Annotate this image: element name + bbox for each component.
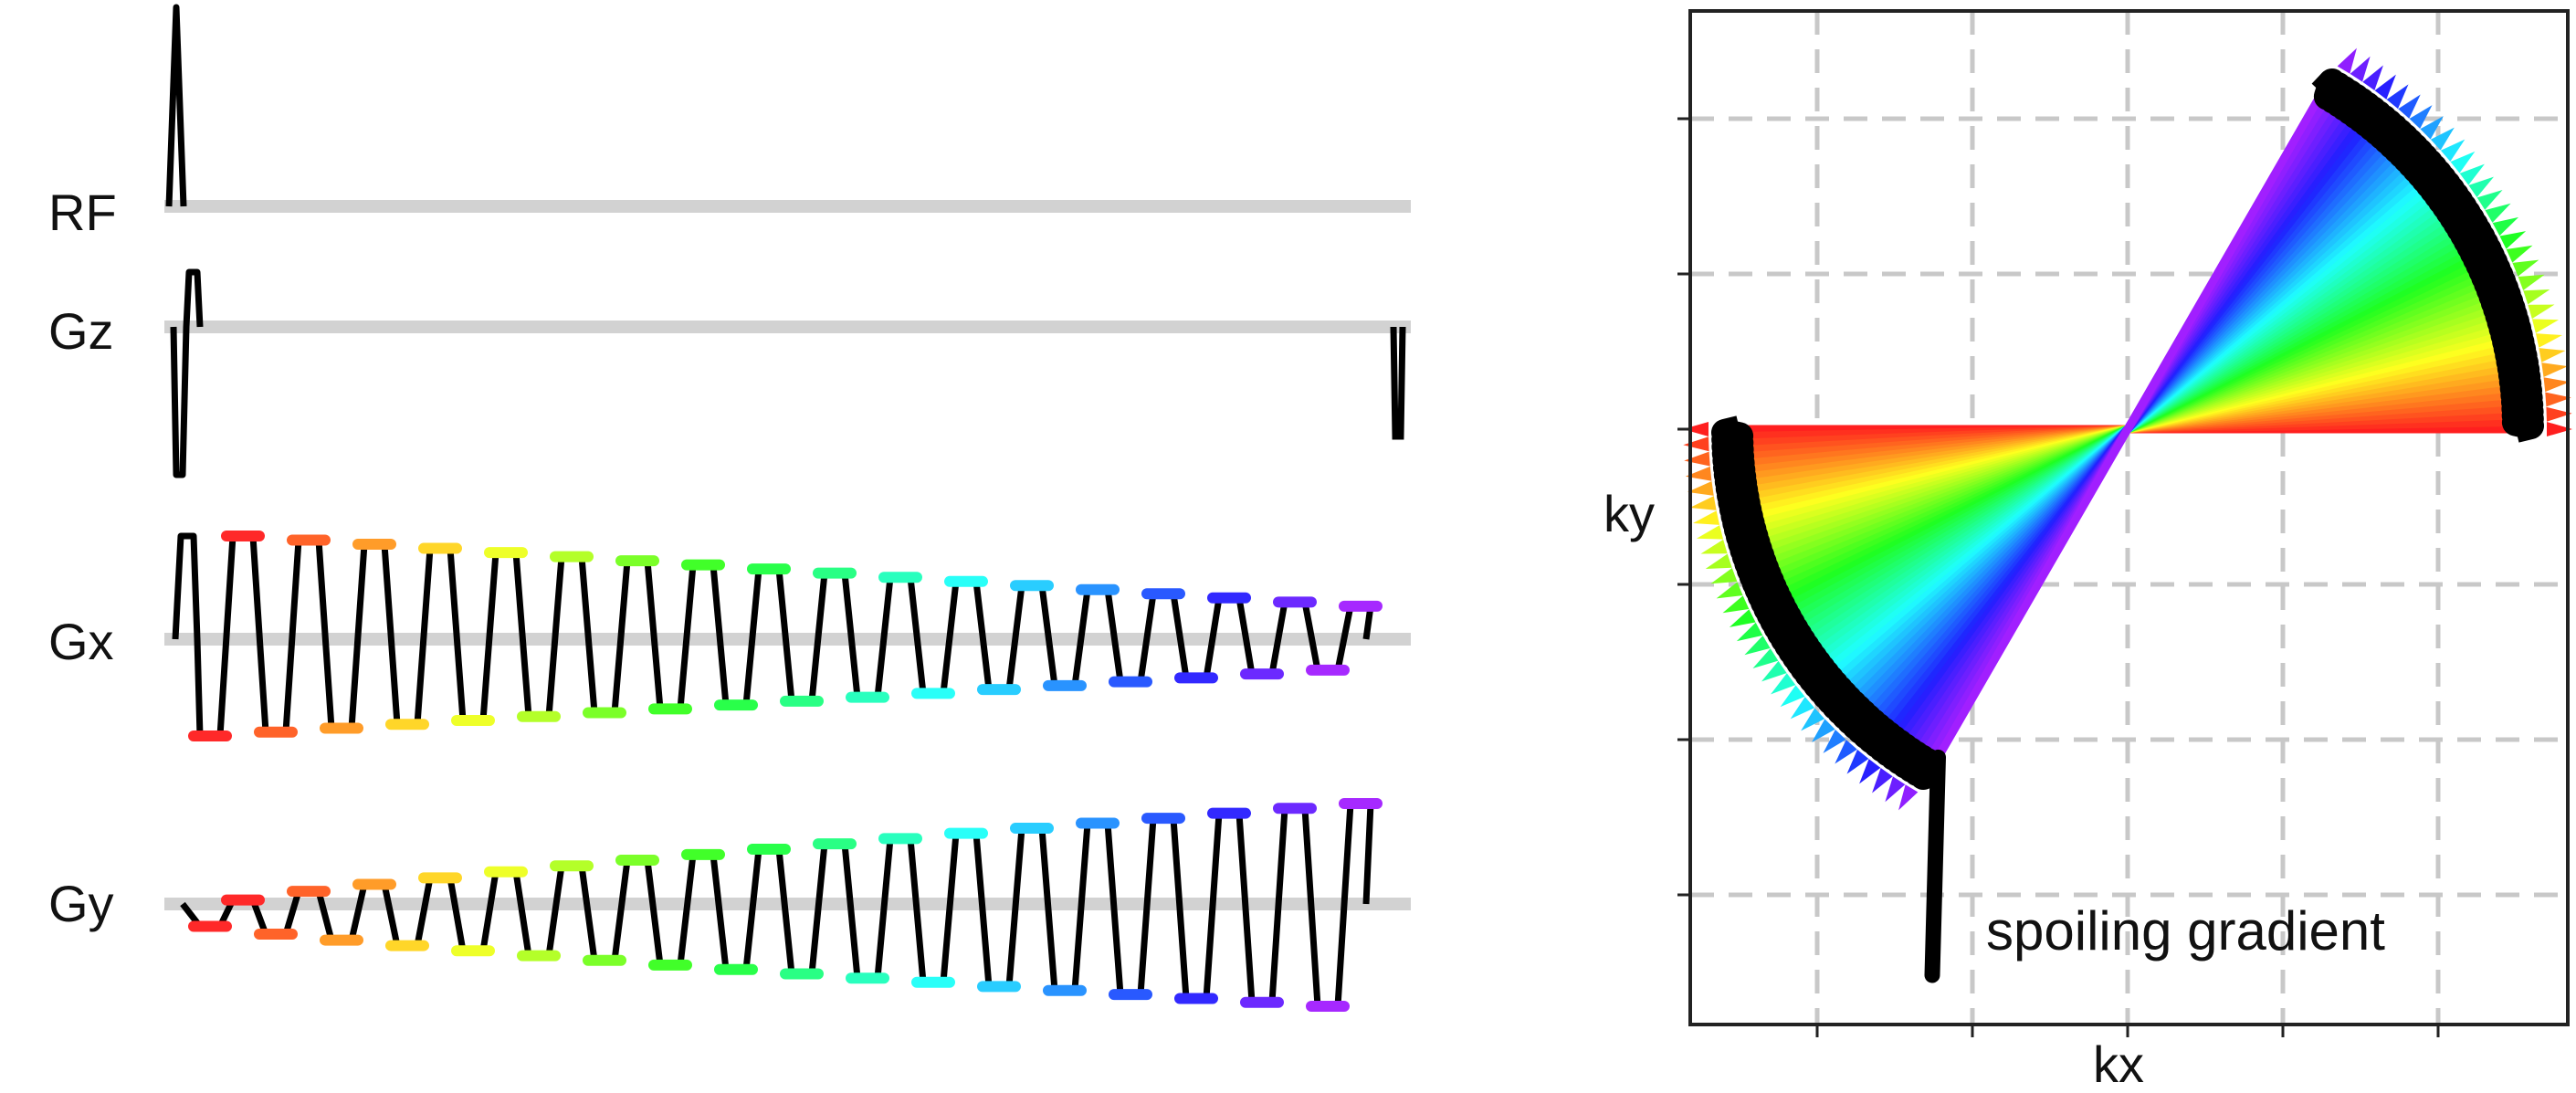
kspace-xlabel: kx (2093, 1035, 2144, 1093)
kspace-arrowhead (1801, 708, 1825, 731)
kspace-spoke (1929, 90, 2326, 768)
channel-label-gz: Gz (48, 302, 114, 360)
kspace-spokes (1739, 90, 2517, 768)
kspace-arrowhead (1780, 685, 1805, 708)
kspace-arrowhead (2528, 304, 2555, 320)
kspace-arrowhead (1846, 749, 1869, 774)
kspace-arrowhead (2386, 84, 2409, 110)
kspace-arrowhead (2547, 422, 2572, 436)
kspace-arrowhead (2440, 139, 2466, 162)
kspace-ylabel: ky (1603, 485, 1655, 542)
kspace-arrowhead (2420, 116, 2444, 140)
kspace-arrowhead (2492, 216, 2519, 236)
kspace-arrowhead (1736, 622, 1763, 642)
kspace-arrowhead (2450, 151, 2476, 173)
kspace-arrowhead (2362, 65, 2383, 90)
kspace-arrowhead (1859, 759, 1881, 784)
kspace-arrowhead (1696, 525, 1724, 540)
spoiling-gradient-tail (1924, 749, 1946, 983)
spoiling-gradient-annotation: spoiling gradient (1986, 900, 2385, 962)
kspace-arrowhead (1693, 510, 1720, 525)
kspace-arrowhead (2459, 163, 2485, 185)
gz-slice-select (170, 268, 204, 478)
kspace-arrowhead (2468, 176, 2494, 198)
kspace-arrowhead (2535, 333, 2562, 348)
kspace-rim-outer (2311, 68, 2544, 443)
kspace-arrowhead (2499, 231, 2527, 249)
kspace-arrowhead (1716, 582, 1743, 599)
gy-readout-trace (180, 800, 1374, 1010)
kspace-arrowhead (1835, 740, 1857, 764)
kspace-arrowhead (2485, 203, 2511, 223)
kspace-arrowhead (1812, 719, 1835, 742)
kspace-arrowhead (1705, 553, 1732, 569)
kspace-trajectory-plot (1677, 9, 2572, 1037)
kspace-arrowhead (1744, 636, 1771, 656)
kspace-arrowhead (1823, 730, 1846, 753)
kspace-arrowhead (1689, 496, 1717, 510)
channel-label-gy: Gy (48, 875, 114, 932)
kspace-arrowhead (1898, 784, 1919, 811)
rf-pulse (165, 4, 187, 207)
kspace-arrowhead (2541, 363, 2569, 377)
kspace-arrowhead (2398, 94, 2421, 119)
kspace-arrowhead (1722, 595, 1750, 614)
kspace-arrowhead (2374, 74, 2396, 100)
kspace-arrowhead (2337, 47, 2357, 74)
kspace-arrowhead (2476, 190, 2503, 210)
kspace-arrowhead (1687, 481, 1714, 496)
kspace-arrowhead (1872, 768, 1893, 793)
kspace-arrowhead (2539, 348, 2566, 363)
kspace-arrowhead (1700, 539, 1728, 554)
kspace-arrowhead (1683, 436, 1709, 452)
kspace-arrowhead (1790, 697, 1815, 720)
kspace-arrowhead (1683, 422, 1709, 436)
kspace-arrowhead (1752, 648, 1779, 668)
kspace-arrowhead (2409, 105, 2433, 129)
kspace-arrowhead (1885, 776, 1906, 803)
kspace-arrowhead (2430, 127, 2455, 151)
kspace-arrowhead (1710, 568, 1738, 584)
kspace-arrowhead (1771, 673, 1796, 695)
kspace-arrowhead (2523, 289, 2550, 305)
kspace-rim-inner (1711, 415, 1944, 790)
kspace-arrowhead (2350, 56, 2371, 82)
kspace-arrowhead (1684, 451, 1710, 467)
channel-label-rf: RF (48, 184, 117, 241)
kspace-arrowhead (2531, 319, 2560, 333)
channel-label-gx: Gx (48, 613, 114, 670)
kspace-arrowhead (2543, 377, 2571, 393)
kspace-arrowhead (2545, 392, 2571, 407)
kspace-arrowhead (2512, 259, 2539, 277)
kspace-arrowhead (2506, 245, 2533, 263)
pulse-sequence-diagram (164, 4, 1411, 1012)
gz-spoiler (1390, 326, 1406, 440)
kspace-arrowhead (2546, 406, 2572, 422)
kspace-arrowhead (2518, 274, 2545, 290)
kspace-arrowhead (1729, 609, 1756, 627)
kspace-arrowhead (1761, 660, 1787, 682)
